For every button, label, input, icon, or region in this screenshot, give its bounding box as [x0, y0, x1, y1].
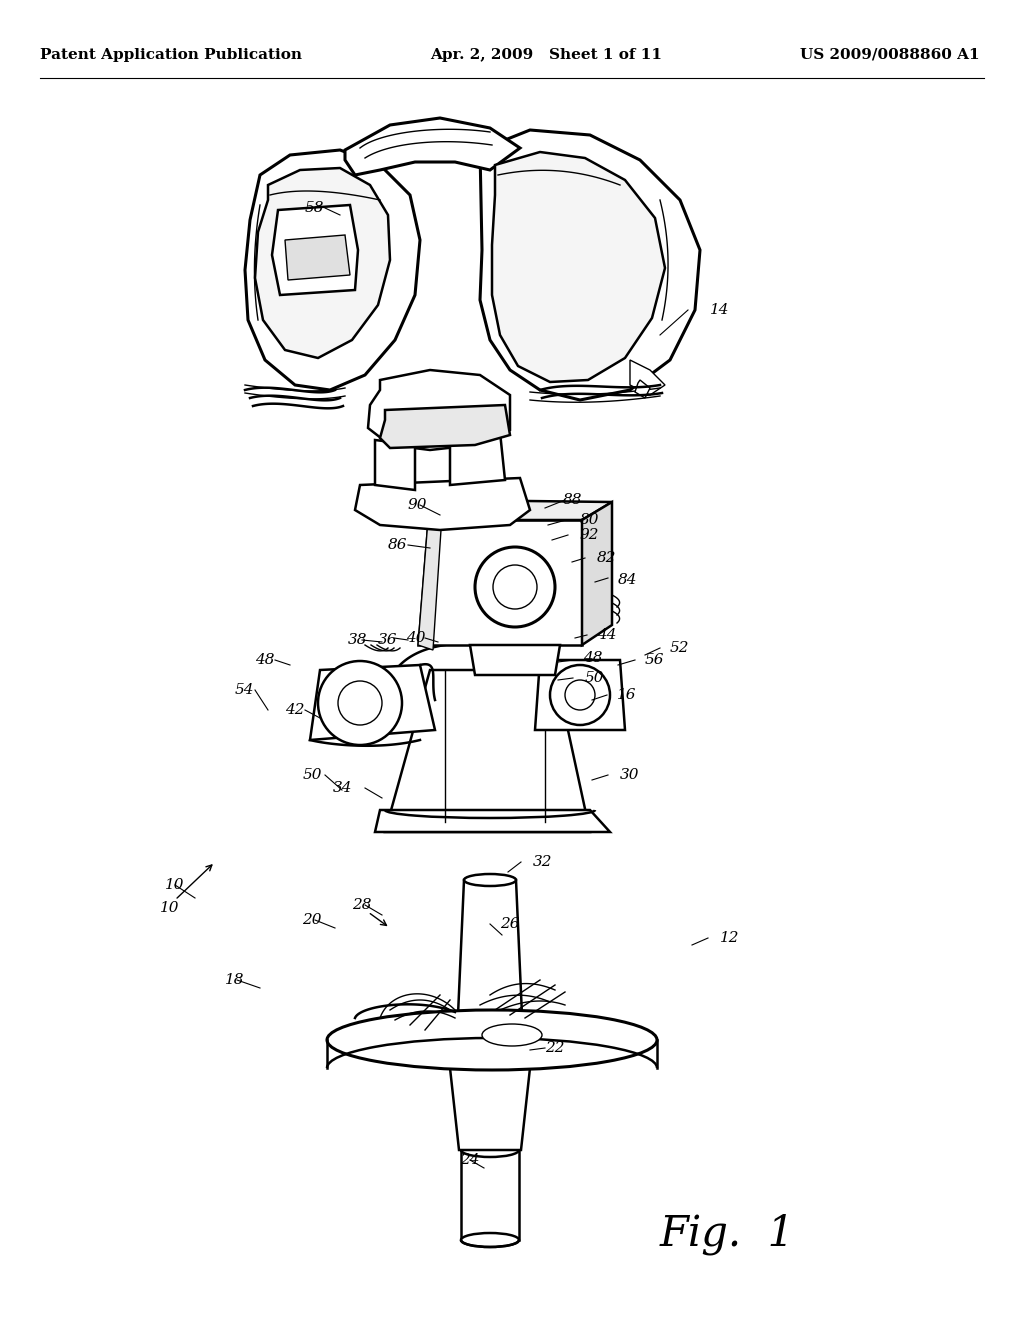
Circle shape [550, 665, 610, 725]
Text: Patent Application Publication: Patent Application Publication [40, 48, 302, 62]
Polygon shape [470, 645, 560, 675]
Text: 26: 26 [500, 917, 519, 931]
Text: 50: 50 [303, 768, 323, 781]
Polygon shape [461, 1150, 519, 1239]
Polygon shape [380, 405, 510, 447]
Polygon shape [630, 360, 665, 395]
Text: 30: 30 [620, 768, 640, 781]
Polygon shape [418, 520, 582, 645]
Circle shape [493, 565, 537, 609]
Text: 14: 14 [710, 304, 729, 317]
Polygon shape [355, 478, 530, 531]
Text: 12: 12 [720, 931, 739, 945]
Polygon shape [255, 168, 390, 358]
Text: 22: 22 [545, 1041, 564, 1055]
Text: 52: 52 [670, 642, 689, 655]
Text: 90: 90 [408, 498, 427, 512]
Circle shape [475, 546, 555, 627]
Polygon shape [428, 500, 612, 520]
Polygon shape [245, 150, 420, 389]
Text: 56: 56 [645, 653, 665, 667]
Text: 48: 48 [583, 651, 602, 665]
Text: 20: 20 [302, 913, 322, 927]
Circle shape [565, 680, 595, 710]
Polygon shape [285, 235, 350, 280]
Text: 92: 92 [580, 528, 599, 543]
Text: 42: 42 [285, 704, 304, 717]
Text: 28: 28 [352, 898, 372, 912]
Circle shape [338, 681, 382, 725]
Polygon shape [492, 152, 665, 381]
Polygon shape [582, 502, 612, 645]
Text: 10: 10 [165, 878, 184, 892]
Text: 16: 16 [617, 688, 637, 702]
Text: 88: 88 [563, 492, 583, 507]
Text: 38: 38 [348, 634, 368, 647]
Polygon shape [635, 380, 650, 399]
Text: Apr. 2, 2009   Sheet 1 of 11: Apr. 2, 2009 Sheet 1 of 11 [430, 48, 662, 62]
Ellipse shape [464, 874, 516, 886]
Polygon shape [368, 370, 510, 450]
Text: 10: 10 [160, 902, 179, 915]
Ellipse shape [482, 1024, 542, 1045]
Polygon shape [458, 880, 522, 1015]
Text: 86: 86 [388, 539, 408, 552]
Text: 44: 44 [597, 628, 616, 642]
Text: 84: 84 [618, 573, 638, 587]
Text: 40: 40 [406, 631, 426, 645]
Text: 48: 48 [255, 653, 274, 667]
Text: 24: 24 [460, 1152, 479, 1167]
Polygon shape [480, 129, 700, 400]
Polygon shape [450, 1068, 530, 1150]
Text: 82: 82 [597, 550, 616, 565]
Ellipse shape [327, 1010, 657, 1071]
Polygon shape [450, 432, 505, 484]
Text: 32: 32 [534, 855, 553, 869]
Polygon shape [375, 440, 415, 490]
Polygon shape [535, 660, 625, 730]
Text: 50: 50 [585, 671, 604, 685]
Text: 34: 34 [333, 781, 352, 795]
Polygon shape [375, 810, 610, 832]
Ellipse shape [461, 1143, 519, 1158]
Polygon shape [385, 671, 590, 832]
Text: 36: 36 [378, 634, 397, 647]
Polygon shape [272, 205, 358, 294]
Text: 54: 54 [234, 682, 255, 697]
Circle shape [318, 661, 402, 744]
Polygon shape [310, 665, 435, 741]
Polygon shape [418, 500, 443, 649]
Polygon shape [345, 117, 520, 176]
Text: 58: 58 [305, 201, 325, 215]
Text: Fig.  1: Fig. 1 [660, 1213, 795, 1255]
Text: 18: 18 [225, 973, 245, 987]
Text: US 2009/0088860 A1: US 2009/0088860 A1 [801, 48, 980, 62]
Text: 80: 80 [580, 513, 599, 527]
Ellipse shape [461, 1233, 519, 1247]
